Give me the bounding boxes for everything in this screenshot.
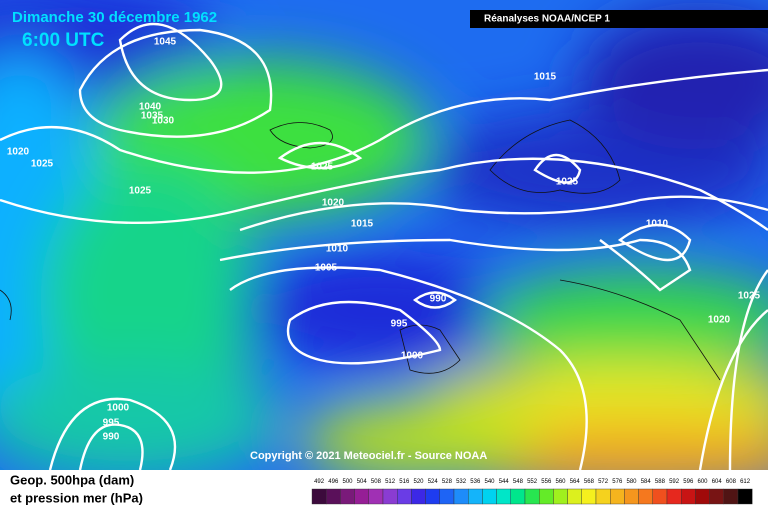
- scale-label: 592: [669, 479, 680, 485]
- copyright: Copyright © 2021 Meteociel.fr - Source N…: [250, 450, 487, 462]
- scale-label: 612: [740, 479, 751, 485]
- isobar-label: 1045: [154, 37, 177, 48]
- scale-label: 600: [697, 479, 708, 485]
- field: [0, 0, 768, 470]
- scale-swatch: [666, 488, 682, 505]
- scale-swatch: [439, 488, 455, 505]
- scale-label: 528: [442, 479, 453, 485]
- isobar-label: 990: [103, 432, 120, 443]
- scale-swatch: [326, 488, 341, 505]
- scale-swatch: [354, 488, 370, 505]
- isobar-label: 1025: [311, 162, 334, 173]
- scale-label: 520: [413, 479, 424, 485]
- scale-swatch: [624, 488, 639, 505]
- source-text: Réanalyses NOAA/NCEP 1: [484, 14, 610, 25]
- legend-line2: et pression mer (hPa): [10, 490, 143, 505]
- isobar-label: 1030: [152, 116, 175, 127]
- scale-swatch: [681, 488, 696, 505]
- isobar-label: 990: [430, 294, 447, 305]
- isobar-label: 1040: [139, 102, 162, 113]
- scale-swatch: [482, 488, 497, 505]
- scale-swatch: [723, 488, 739, 505]
- scale-label: 524: [428, 479, 439, 485]
- scale-label: 560: [555, 479, 566, 485]
- scale-label: 544: [499, 479, 510, 485]
- scale-swatch: [311, 488, 327, 505]
- scale-label: 508: [371, 479, 382, 485]
- isobar-label: 1025: [129, 186, 152, 197]
- scale-label: 532: [456, 479, 467, 485]
- scale-swatch: [737, 488, 753, 505]
- scale-label: 548: [513, 479, 524, 485]
- isobar-label: 1010: [326, 244, 349, 255]
- isobar-label: 995: [103, 418, 120, 429]
- scale-label: 500: [342, 479, 353, 485]
- isobar-label: 1000: [401, 351, 424, 362]
- isobar-label: 1025: [738, 291, 761, 302]
- isobar-label: 1000: [107, 403, 130, 414]
- scale-swatch: [411, 488, 426, 505]
- scale-swatch: [638, 488, 653, 505]
- isobar-label: 1025: [31, 159, 54, 170]
- scale-swatch: [567, 488, 582, 505]
- scale-label: 496: [328, 479, 339, 485]
- isobar-label: 1020: [708, 315, 731, 326]
- scale-label: 512: [385, 479, 396, 485]
- legend-line1: Geop. 500hpa (dam): [10, 472, 134, 487]
- scale-swatch: [368, 488, 384, 505]
- scale-swatch: [425, 488, 441, 505]
- scale-swatch: [453, 488, 469, 505]
- color-scale: 492 496 500 504 508 512 516 520 524 528 532 536 540 5…: [311, 479, 753, 505]
- isobar-label: 1015: [351, 219, 374, 230]
- scale-label: 556: [541, 479, 552, 485]
- scale-swatch: [652, 488, 668, 505]
- scale-label: 588: [655, 479, 666, 485]
- scale-label: 568: [584, 479, 595, 485]
- scale-swatch: [524, 488, 540, 505]
- scale-swatch: [397, 488, 412, 505]
- scale-label: 584: [641, 479, 652, 485]
- scale-swatch: [553, 488, 568, 505]
- scale-label: 536: [470, 479, 481, 485]
- scale-label: 540: [484, 479, 495, 485]
- scale-label: 604: [712, 479, 723, 485]
- scale-label: 576: [612, 479, 623, 485]
- scale-label: 608: [726, 479, 737, 485]
- source-box: [470, 10, 768, 28]
- scale-label: 516: [399, 479, 410, 485]
- isobar-label: 1035: [141, 111, 164, 122]
- scale-swatch: [709, 488, 724, 505]
- scale-swatch: [695, 488, 710, 505]
- isobar-labels: 1045104010351030102010251025102510151025…: [7, 37, 761, 443]
- scale-label: 552: [527, 479, 538, 485]
- scale-label: 572: [598, 479, 609, 485]
- scale-swatch: [382, 488, 398, 505]
- scale-swatch: [610, 488, 625, 505]
- isobar-label: 1010: [646, 219, 669, 230]
- scale-swatch: [468, 488, 483, 505]
- scale-label: 564: [570, 479, 581, 485]
- scale-label: 580: [626, 479, 637, 485]
- isobar-label: 1025: [556, 177, 579, 188]
- map-time: 6:00 UTC: [22, 30, 105, 51]
- scale-swatch: [340, 488, 355, 505]
- isobar-label: 1020: [7, 147, 30, 158]
- scale-swatch: [581, 488, 597, 505]
- scale-swatch: [595, 488, 611, 505]
- scale-swatch: [539, 488, 554, 505]
- scale-swatch: [496, 488, 512, 505]
- scale-label: 492: [314, 479, 325, 485]
- isobar-label: 995: [391, 319, 408, 330]
- scale-label: 596: [683, 479, 694, 485]
- map-title: Dimanche 30 décembre 1962: [12, 9, 217, 26]
- scale-swatch: [510, 488, 526, 505]
- isobar-label: 1020: [322, 198, 345, 209]
- isobar-label: 1015: [534, 72, 557, 83]
- isobar-label: 1005: [315, 263, 338, 274]
- scale-label: 504: [357, 479, 368, 485]
